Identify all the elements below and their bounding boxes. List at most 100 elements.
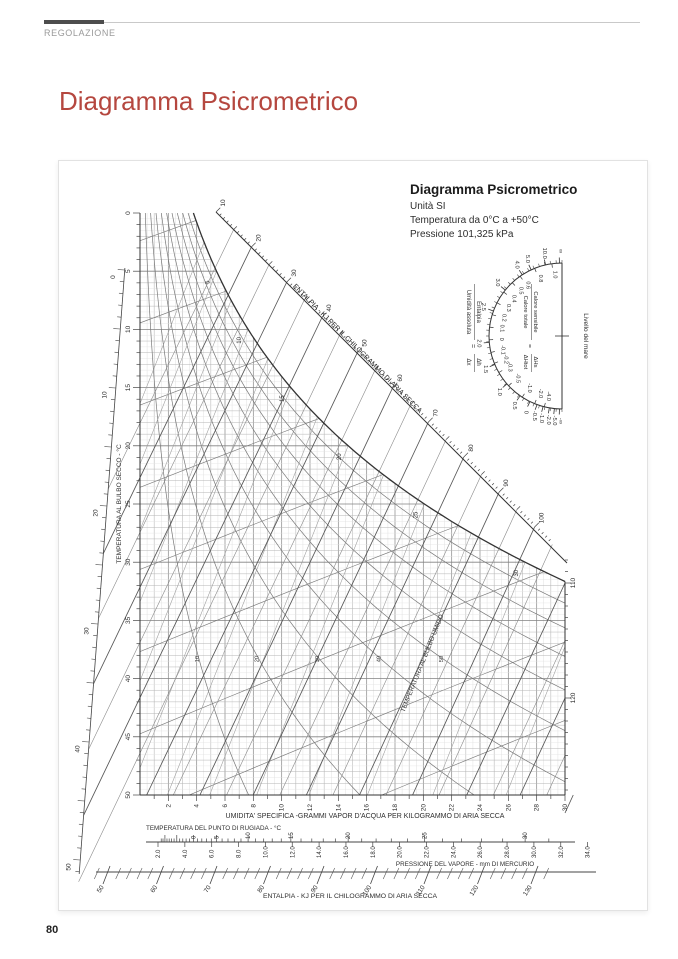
svg-text:TEMPERATURA DEL PUNTO DI RUGIA: TEMPERATURA DEL PUNTO DI RUGIADA - °C [146,824,281,832]
svg-text:0.6: 0.6 [524,281,530,289]
svg-text:8: 8 [250,804,257,808]
svg-text:Livello del mare: Livello del mare [582,313,589,359]
svg-text:=: = [469,344,476,348]
svg-text:40: 40 [377,656,383,662]
svg-text:1.0: 1.0 [496,388,502,396]
section-header: REGOLAZIONE [44,28,116,38]
svg-text:-0.3: -0.3 [506,362,512,371]
svg-text:10: 10 [195,656,201,662]
svg-text:3.0: 3.0 [494,278,500,286]
svg-text:1.0: 1.0 [551,271,557,279]
svg-text:0: 0 [110,275,117,279]
svg-text:70: 70 [203,884,213,894]
svg-text:50: 50 [362,339,369,347]
chart-title: Diagramma Psicrometrico [410,182,578,197]
svg-text:120: 120 [570,692,577,703]
svg-text:34.0: 34.0 [586,846,592,858]
chart-subtitle-pressure: Pressione 101,325 kPa [410,229,514,240]
svg-text:TEMPERATURA AL BULBO SECCO - °: TEMPERATURA AL BULBO SECCO - °C [115,444,123,564]
svg-text:2: 2 [165,804,172,808]
svg-text:120: 120 [469,884,481,897]
svg-text:-0.5: -0.5 [515,374,521,383]
svg-text:0.5: 0.5 [511,402,517,410]
chart-subtitle-units: Unità SI [410,201,446,212]
svg-text:14: 14 [335,804,342,812]
svg-text:80: 80 [256,884,266,894]
svg-text:12.0: 12.0 [290,846,296,858]
svg-text:ΔHs: ΔHs [532,357,538,368]
svg-text:100: 100 [362,884,374,897]
svg-text:20: 20 [337,453,343,460]
dry-bulb-axis: 0 5 10 15 20 25 30 35 40 45 50 TEMPERATURA AL BULBO… [115,211,140,799]
svg-text:28.0: 28.0 [505,846,511,858]
svg-text:Δx: Δx [465,358,471,365]
svg-text:22.0: 22.0 [425,846,431,858]
svg-text:-0.5: -0.5 [531,411,537,421]
svg-text:20: 20 [420,804,427,812]
svg-text:60: 60 [149,884,159,894]
svg-text:-5.0: -5.0 [551,416,557,426]
svg-text:12: 12 [307,804,314,812]
svg-text:20: 20 [92,509,99,517]
svg-text:0.4: 0.4 [510,295,516,303]
svg-text:4: 4 [194,804,201,808]
svg-text:30: 30 [84,627,91,635]
svg-text:-1.0: -1.0 [526,383,532,392]
iso-enthalpy-lines [78,229,574,882]
svg-text:-1.0: -1.0 [538,413,544,423]
svg-text:30: 30 [514,569,520,576]
svg-text:30: 30 [523,832,529,839]
svg-text:20.0: 20.0 [398,846,404,858]
svg-text:0: 0 [191,835,197,839]
svg-text:0: 0 [523,411,529,414]
page-number: 80 [46,924,59,936]
svg-text:110: 110 [415,884,427,897]
svg-text:Entalpia: Entalpia [475,301,481,323]
svg-text:24: 24 [477,804,484,812]
svg-text:40: 40 [326,304,333,312]
svg-text:=: = [526,344,533,348]
svg-text:70: 70 [432,409,439,417]
svg-text:30: 30 [291,269,298,277]
svg-text:30: 30 [125,558,132,566]
svg-text:110: 110 [570,577,577,588]
svg-text:5: 5 [206,280,212,284]
svg-text:Umidità assoluta: Umidità assoluta [465,290,471,335]
svg-text:15: 15 [125,384,132,392]
svg-text:Calore sensibile: Calore sensibile [532,291,538,332]
svg-text:30: 30 [562,804,569,812]
svg-text:10: 10 [125,325,132,333]
enthalpy-bottom-scale: 50 60 70 80 90 100 110 120 130 ENTALPIA - KJ PER … [94,865,596,900]
svg-text:0.2: 0.2 [501,314,507,322]
svg-text:-0.2: -0.2 [503,354,509,363]
svg-text:0: 0 [125,211,132,215]
svg-text:16.0: 16.0 [344,846,350,858]
svg-text:4.0: 4.0 [183,849,189,858]
svg-text:40: 40 [75,745,82,753]
svg-text:0.1: 0.1 [498,325,504,333]
protractor: ∞10.05.04.03.02.52.01.51.00.50 -0.5 -1.0 -2… [465,248,589,426]
svg-text:10: 10 [246,832,252,839]
svg-text:2.5: 2.5 [480,303,486,311]
svg-text:60: 60 [397,374,404,382]
svg-text:18.0: 18.0 [371,846,377,858]
svg-text:26.0: 26.0 [478,846,484,858]
svg-text:100: 100 [539,512,546,523]
svg-text:10: 10 [279,804,286,812]
svg-text:90: 90 [503,479,510,487]
svg-text:30: 30 [315,656,321,662]
svg-text:Δh: Δh [475,358,481,365]
svg-text:∞: ∞ [557,249,563,253]
dew-point-scale: 0 5 10 15 20 25 30 TEMPERATURA DEL PUNTO DI RUG… [146,824,575,843]
vapor-pressure-scale: 2.0 4.0 6.0 8.0 10.0 12.0 14.0 16.0 18.0 20.0 22.0… [156,842,592,868]
svg-text:26: 26 [505,804,512,812]
svg-text:1.5: 1.5 [482,365,488,373]
svg-text:-∞: -∞ [557,418,563,424]
svg-text:20: 20 [125,442,132,450]
svg-text:25: 25 [413,511,419,518]
svg-text:15: 15 [280,395,286,402]
svg-text:4.0: 4.0 [514,261,520,269]
svg-text:2.0: 2.0 [475,339,481,347]
